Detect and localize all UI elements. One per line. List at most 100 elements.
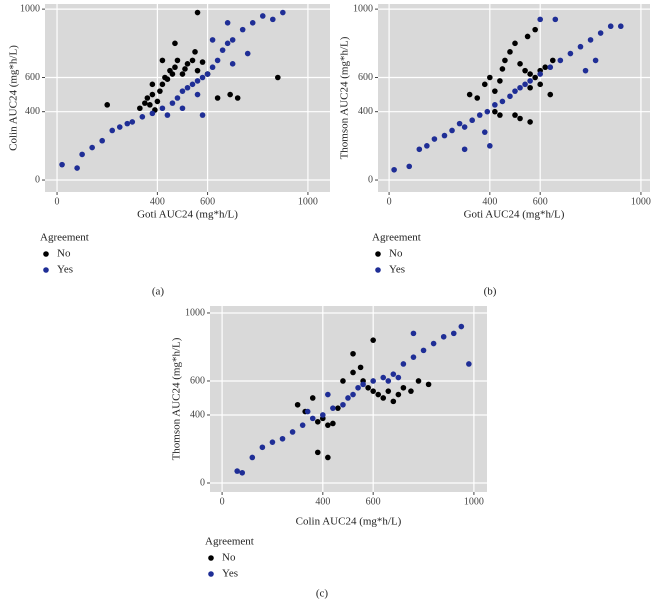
point: [537, 81, 543, 88]
point: [164, 76, 171, 82]
legend-label: No: [222, 552, 236, 564]
x-axis-label: Goti AUC24 (mg*h/L): [464, 209, 565, 221]
legend-title: Agreement: [205, 536, 254, 548]
panel-label: (b): [484, 286, 497, 298]
point: [408, 388, 414, 394]
point: [259, 13, 266, 19]
legend-label: Yes: [57, 264, 73, 276]
point: [582, 67, 589, 74]
point: [547, 91, 554, 98]
point: [430, 340, 437, 347]
point: [512, 40, 518, 47]
legend-marker: [208, 571, 214, 577]
y-tick-label: 1000: [20, 3, 40, 14]
point: [234, 468, 240, 474]
point: [350, 369, 356, 376]
point: [294, 401, 301, 408]
point: [99, 137, 106, 144]
point: [481, 129, 488, 135]
y-tick-label: 400: [25, 106, 40, 117]
legend-marker: [375, 251, 381, 257]
point: [527, 119, 533, 125]
x-tick-label: 600: [366, 496, 381, 507]
point: [420, 347, 427, 354]
point: [617, 23, 624, 30]
point: [492, 102, 498, 108]
point: [169, 100, 176, 106]
point: [89, 144, 95, 151]
legend-label: Yes: [222, 568, 238, 580]
point: [592, 57, 599, 64]
point: [144, 95, 151, 101]
y-tick-label: 600: [25, 72, 40, 83]
y-axis-label: Thomson AUC24 (mg*h/L): [339, 36, 351, 159]
point: [499, 66, 506, 72]
point: [179, 71, 186, 77]
point: [194, 9, 201, 16]
point: [487, 143, 493, 149]
point: [279, 435, 286, 442]
point: [149, 81, 156, 88]
point: [450, 330, 457, 337]
x-tick-label: 1000: [298, 196, 318, 207]
point: [124, 120, 131, 127]
point: [532, 74, 538, 81]
point: [527, 71, 533, 77]
point: [370, 388, 376, 394]
point: [280, 9, 286, 16]
point: [269, 16, 276, 23]
point: [159, 57, 166, 64]
point: [458, 323, 465, 330]
point: [461, 146, 468, 153]
point: [517, 84, 523, 91]
point: [567, 50, 574, 57]
point: [174, 95, 181, 101]
point: [469, 117, 475, 124]
legend-marker: [43, 267, 49, 273]
point: [209, 37, 216, 43]
y-tick-label: 400: [190, 409, 205, 420]
legend-label: No: [389, 248, 403, 260]
point: [199, 59, 206, 65]
point: [139, 114, 146, 120]
point: [607, 23, 614, 30]
point: [557, 57, 564, 64]
point: [449, 127, 455, 134]
point: [466, 91, 473, 98]
legend-marker: [375, 267, 381, 273]
point: [229, 61, 236, 67]
point: [416, 146, 423, 153]
point: [577, 43, 584, 50]
point: [172, 40, 178, 47]
point: [59, 161, 65, 168]
point: [391, 166, 397, 173]
legend-marker: [208, 555, 214, 561]
y-tick-label: 0: [35, 174, 40, 185]
point: [249, 454, 256, 461]
point: [174, 57, 181, 64]
point: [325, 391, 331, 398]
y-tick-label: 600: [358, 72, 373, 83]
point: [157, 88, 163, 94]
point: [199, 74, 206, 81]
point: [370, 337, 376, 343]
point: [325, 422, 331, 428]
point: [325, 454, 331, 461]
point: [517, 115, 523, 122]
point: [415, 378, 422, 384]
point: [497, 78, 503, 84]
point: [476, 112, 483, 118]
point: [484, 108, 491, 115]
legend-title: Agreement: [372, 232, 421, 244]
x-tick-label: 0: [220, 496, 225, 507]
legend-label: Yes: [389, 264, 405, 276]
point: [507, 49, 513, 55]
x-tick-label: 600: [533, 196, 548, 207]
point: [497, 112, 503, 118]
point: [522, 67, 528, 74]
point: [169, 71, 176, 77]
point: [390, 398, 397, 405]
point: [547, 64, 554, 71]
y-tick-label: 0: [200, 477, 205, 488]
legend-title: Agreement: [40, 232, 89, 244]
